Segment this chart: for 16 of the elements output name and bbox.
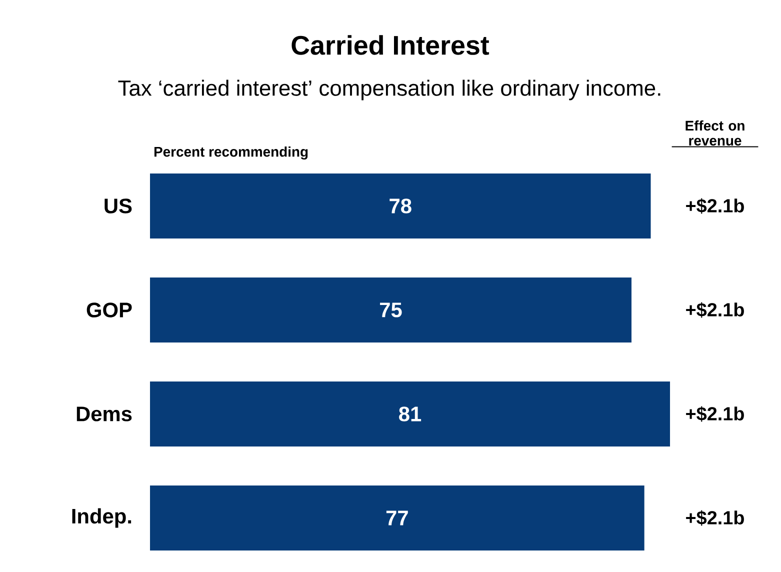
- text: +$2.1b: [686, 510, 744, 526]
- chart-subtitle: Tax ‘carried interest’ compensation like ordinary income.: [118, 80, 660, 100]
- data-label: 81: [399, 406, 422, 422]
- chart-title: Carried Interest: [292, 35, 490, 55]
- text: +$2.1b: [686, 198, 744, 214]
- data-label: 77: [386, 510, 408, 526]
- data-label: 75: [380, 302, 402, 318]
- y-tick-label: GOP: [86, 302, 132, 318]
- text: Effect on revenue: [686, 120, 744, 146]
- y-tick-label: Dems: [76, 406, 132, 422]
- y-tick-label: Indep.: [72, 508, 132, 528]
- y-tick-label: US: [104, 198, 132, 214]
- text: +$2.1b: [686, 406, 744, 422]
- text: +$2.1b: [686, 302, 744, 318]
- x-axis-title: Percent recommending: [154, 146, 308, 160]
- data-label: 78: [390, 198, 412, 214]
